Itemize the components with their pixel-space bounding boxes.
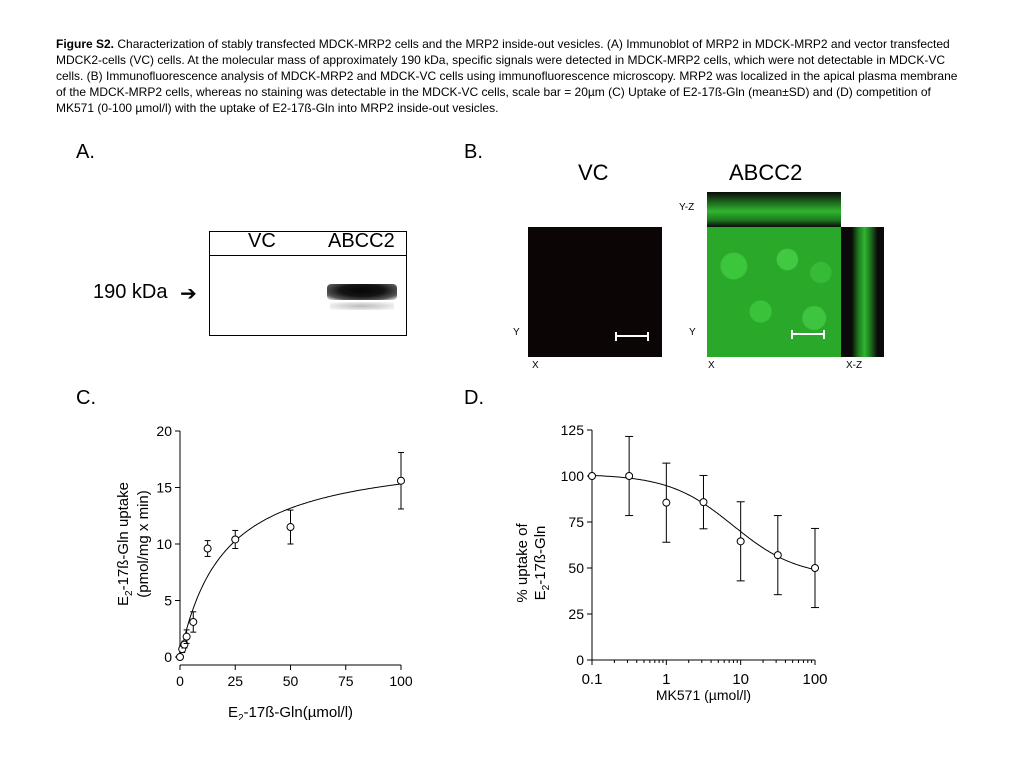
y-tick-label: 100 xyxy=(561,468,585,484)
data-point xyxy=(625,472,634,480)
xz-label: X-Z xyxy=(846,360,863,371)
x-axis-label: MK571 (µmol/l) xyxy=(656,687,751,703)
data-point xyxy=(286,523,295,532)
caption-label: Figure S2. xyxy=(56,37,115,51)
panel-b-label: B. xyxy=(464,141,483,163)
yz-projection-image xyxy=(707,192,841,227)
y-axis-label: E2-17ß-Gln uptake xyxy=(115,482,135,606)
vc-fluorescence-image xyxy=(528,227,662,357)
abcc2-x-axis-label: X xyxy=(708,360,715,371)
western-blot-header: VC ABCC2 xyxy=(210,230,406,256)
fit-curve xyxy=(179,483,402,658)
data-point xyxy=(176,653,184,661)
lane-label-vc: VC xyxy=(248,230,276,252)
xz-projection-image xyxy=(841,227,884,357)
scale-bar xyxy=(791,330,825,339)
protein-band xyxy=(327,284,397,300)
vc-y-axis-label: Y xyxy=(513,327,520,338)
uptake-saturation-chart: 0 5 10 15 20 0 25 50 75 100 E2-17ß-Gln(µmol/l) E2-1… xyxy=(115,423,413,720)
panel-a-label: A. xyxy=(76,141,95,163)
x-tick-label: 1 xyxy=(662,671,670,688)
panel-d-label: D. xyxy=(464,387,484,409)
data-point xyxy=(811,564,819,572)
column-title-vc: VC xyxy=(578,160,609,185)
data-point xyxy=(182,632,191,641)
y-tick-label: 0 xyxy=(164,649,172,665)
y-tick-label: 15 xyxy=(156,480,172,496)
protein-band-shadow xyxy=(330,302,394,310)
y-tick-label: 0 xyxy=(576,652,584,668)
y-tick-label: 125 xyxy=(561,422,585,438)
column-title-abcc2: ABCC2 xyxy=(729,160,803,185)
data-point xyxy=(189,617,198,626)
x-tick-label: 100 xyxy=(802,671,827,688)
vc-x-axis-label: X xyxy=(532,360,539,371)
yz-label: Y-Z xyxy=(679,202,695,213)
y-tick-label: 25 xyxy=(568,606,584,622)
data-point xyxy=(397,476,405,485)
y-tick-label: 20 xyxy=(156,423,172,439)
figure-caption: Figure S2. Characterization of stably tr… xyxy=(56,36,961,116)
y-tick-label: 10 xyxy=(156,536,172,552)
caption-text: Characterization of stably transfected M… xyxy=(56,37,958,115)
x-tick-label: 10 xyxy=(732,671,749,688)
molecular-weight-label: 190 kDa xyxy=(93,281,168,303)
x-tick-label: 100 xyxy=(389,673,413,689)
x-tick-label: 50 xyxy=(283,673,299,689)
y-tick-label: 5 xyxy=(164,593,172,609)
y-axis-label: E2-17ß-Gln xyxy=(532,526,552,601)
data-point xyxy=(699,498,708,507)
y-axis-label: % uptake of xyxy=(514,523,531,603)
data-point xyxy=(588,472,596,480)
data-point xyxy=(231,535,240,544)
western-blot: VC ABCC2 xyxy=(209,230,407,336)
y-tick-label: 50 xyxy=(568,560,584,576)
data-point xyxy=(773,551,782,560)
x-tick-label: 75 xyxy=(338,673,354,689)
x-tick-label: 0.1 xyxy=(582,671,603,688)
y-axis-label: (pmol/mg x min) xyxy=(135,490,152,598)
x-tick-label: 25 xyxy=(227,673,243,689)
data-point xyxy=(736,537,745,546)
y-tick-label: 75 xyxy=(568,514,584,530)
data-point xyxy=(203,544,212,553)
x-tick-label: 0 xyxy=(176,673,184,689)
abcc2-y-axis-label: Y xyxy=(689,327,696,338)
mk571-inhibition-chart: 0 25 50 75 100 125 0.1 1 10 100 MK571 (µmol/l) % up… xyxy=(514,422,828,703)
arrow-icon: ➔ xyxy=(180,283,197,305)
x-axis-label: E2-17ß-Gln(µmol/l) xyxy=(228,704,353,720)
data-point xyxy=(662,498,671,507)
scale-bar xyxy=(615,332,649,341)
lane-label-abcc2: ABCC2 xyxy=(328,230,395,252)
panel-c-label: C. xyxy=(76,387,96,409)
abcc2-fluorescence-image xyxy=(707,227,841,357)
